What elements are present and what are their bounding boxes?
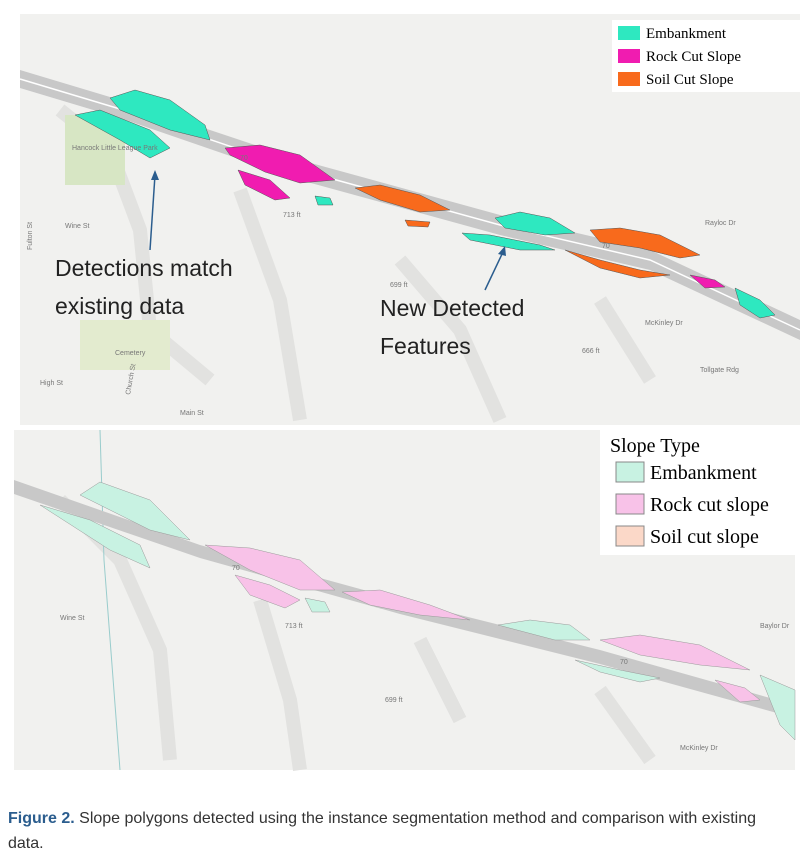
legend-label: Rock Cut Slope <box>646 49 741 65</box>
map-label: Fulton St <box>27 222 34 250</box>
stream <box>99 429 121 771</box>
arrow-head <box>151 170 159 180</box>
arrow-head <box>498 246 506 256</box>
map-label: Tollgate Rdg <box>700 367 739 374</box>
legend-label: Soil cut slope <box>650 526 759 548</box>
arrow <box>484 251 504 291</box>
map-label: McKinley Dr <box>680 745 718 752</box>
legend-swatch <box>615 525 645 547</box>
map-label: Rayloc Dr <box>705 220 736 227</box>
existing-slopes <box>39 481 796 741</box>
bottom-map: Wine St 713 ft 699 ft Baylor Dr McKinley… <box>14 429 796 771</box>
embankment <box>497 619 591 641</box>
embankment <box>109 89 211 141</box>
arrow <box>149 174 156 251</box>
soil-cut <box>589 227 701 259</box>
legend-swatch <box>615 493 645 515</box>
map-label: 713 ft <box>285 623 303 630</box>
route-shield: 70 <box>232 565 240 572</box>
map-label: Wine St <box>65 223 90 230</box>
legend-swatch <box>618 49 640 63</box>
embankment <box>461 232 556 251</box>
embankment <box>759 674 796 741</box>
embankment <box>574 659 661 683</box>
legend-title: Slope Type <box>610 435 700 457</box>
embankment <box>314 195 334 206</box>
rock-cut <box>204 544 336 591</box>
annotation: Features <box>380 333 471 359</box>
rock-cut <box>714 679 761 703</box>
soil-cut <box>564 249 671 279</box>
terrain <box>55 104 656 423</box>
soil-cut <box>404 219 431 228</box>
annotation: Detections match <box>55 255 233 281</box>
cemetery <box>80 320 170 370</box>
top-map: Hancock Little League Park Wine St Cemet… <box>19 14 801 425</box>
figure: Hancock Little League Park Wine St Cemet… <box>14 14 801 771</box>
route-shield: 70 <box>620 659 628 666</box>
map-label: 713 ft <box>283 212 301 219</box>
embankment <box>304 597 331 613</box>
embankment <box>39 504 151 569</box>
legend <box>612 20 800 92</box>
legend-label: Embankment <box>650 462 757 484</box>
caption: Figure 2. Slope polygons detected using … <box>8 806 788 856</box>
annotation: New Detected <box>380 295 524 321</box>
soil-cut <box>354 184 451 213</box>
rock-cut <box>224 144 336 184</box>
route-shield: 70 <box>240 155 248 162</box>
rock-cut <box>689 274 726 289</box>
map-label: McKinley Dr <box>645 320 683 327</box>
embankment <box>734 287 776 319</box>
map-label: Hancock Little League Park <box>72 145 158 152</box>
map-label: Cemetery <box>115 350 146 357</box>
map-label: Main St <box>180 410 204 417</box>
legend-swatch <box>615 461 645 483</box>
embankment <box>74 109 171 159</box>
rock-cut <box>599 634 751 671</box>
legend-label: Soil Cut Slope <box>646 72 734 88</box>
rock-cut <box>234 574 301 609</box>
caption-text: Slope polygons detected using the instan… <box>8 810 757 852</box>
caption-label: Figure 2. <box>8 810 75 827</box>
annotation: existing data <box>55 293 184 319</box>
highway <box>14 480 795 718</box>
rock-cut <box>237 169 291 201</box>
map-label: 699 ft <box>385 697 403 704</box>
map-label: High St <box>40 380 63 387</box>
route-shield: 70 <box>602 243 610 250</box>
legend-label: Embankment <box>646 26 727 42</box>
map-label: 666 ft <box>582 348 600 355</box>
map-label: Baylor Dr <box>760 623 790 630</box>
legend-swatch <box>618 72 640 86</box>
terrain <box>55 495 656 771</box>
legend-label: Rock cut slope <box>650 494 769 516</box>
map-label: Wine St <box>60 615 85 622</box>
detections <box>74 89 776 319</box>
embankment <box>494 211 576 236</box>
embankment <box>79 481 191 541</box>
map-label: 699 ft <box>390 282 408 289</box>
legend-swatch <box>618 26 640 40</box>
rock-cut <box>341 589 471 621</box>
